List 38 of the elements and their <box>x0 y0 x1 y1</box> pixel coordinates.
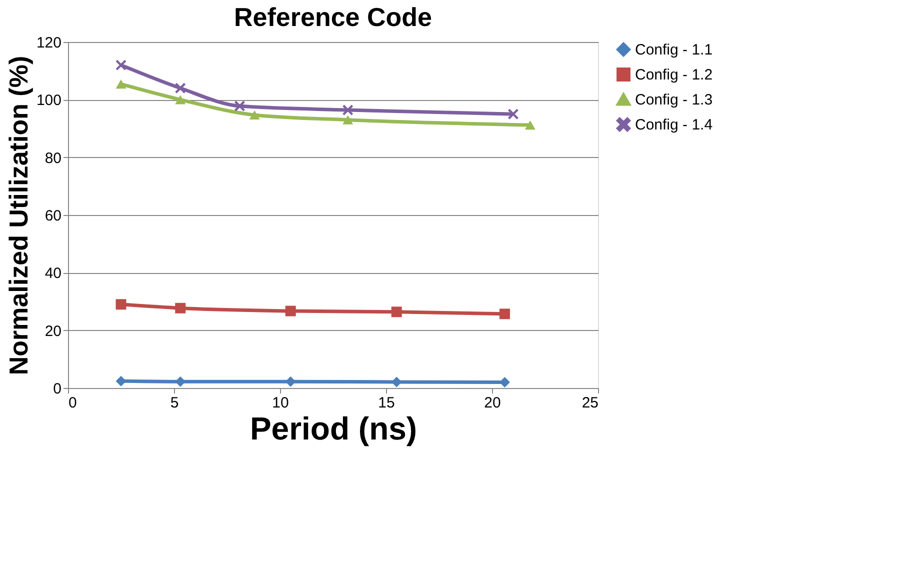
point <box>175 95 186 104</box>
x-tick-label: 25 <box>582 394 598 412</box>
point <box>175 302 186 314</box>
point <box>234 100 245 112</box>
legend-label: Config - 1.1 <box>635 42 713 58</box>
point <box>116 60 126 70</box>
y-tick-label: 60 <box>44 208 62 224</box>
point <box>285 376 296 387</box>
x-tick-label: 15 <box>378 394 395 412</box>
legend-label: Config - 1.4 <box>635 116 713 134</box>
x-tick-label: 10 <box>272 394 289 412</box>
point <box>116 376 126 386</box>
point <box>499 308 510 320</box>
point <box>342 115 354 124</box>
point <box>391 376 402 388</box>
x-tick-label: 0 <box>68 394 77 412</box>
point <box>524 120 536 130</box>
x-axis-title: Period (ns) <box>250 410 418 446</box>
point <box>116 299 126 310</box>
legend-label: Config - 1.3 <box>635 92 713 108</box>
y-tick-label: 40 <box>44 265 62 282</box>
y-tick-label: 0 <box>53 380 62 398</box>
chart-title: Reference Code <box>234 2 432 32</box>
y-tick-label: 80 <box>44 150 62 167</box>
x-tick-label: 20 <box>484 394 501 412</box>
x-tick-label: 5 <box>170 394 179 412</box>
y-tick-label: 120 <box>36 34 62 52</box>
point <box>249 110 260 120</box>
legend-label: Config - 1.2 <box>635 66 713 84</box>
y-axis-title: Normalized Utilization (%) <box>3 56 34 376</box>
point <box>285 306 296 316</box>
point <box>391 306 402 318</box>
point <box>342 104 354 116</box>
point <box>116 80 126 89</box>
point <box>508 108 518 120</box>
point <box>175 82 186 94</box>
y-tick-label: 100 <box>36 92 62 110</box>
y-tick-label: 20 <box>44 322 62 340</box>
